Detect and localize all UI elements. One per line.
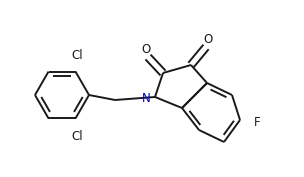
Text: O: O bbox=[203, 33, 212, 46]
Text: F: F bbox=[254, 116, 261, 129]
Text: Cl: Cl bbox=[72, 130, 83, 143]
Text: O: O bbox=[141, 43, 150, 56]
Text: N: N bbox=[142, 93, 150, 105]
Text: Cl: Cl bbox=[72, 49, 83, 62]
